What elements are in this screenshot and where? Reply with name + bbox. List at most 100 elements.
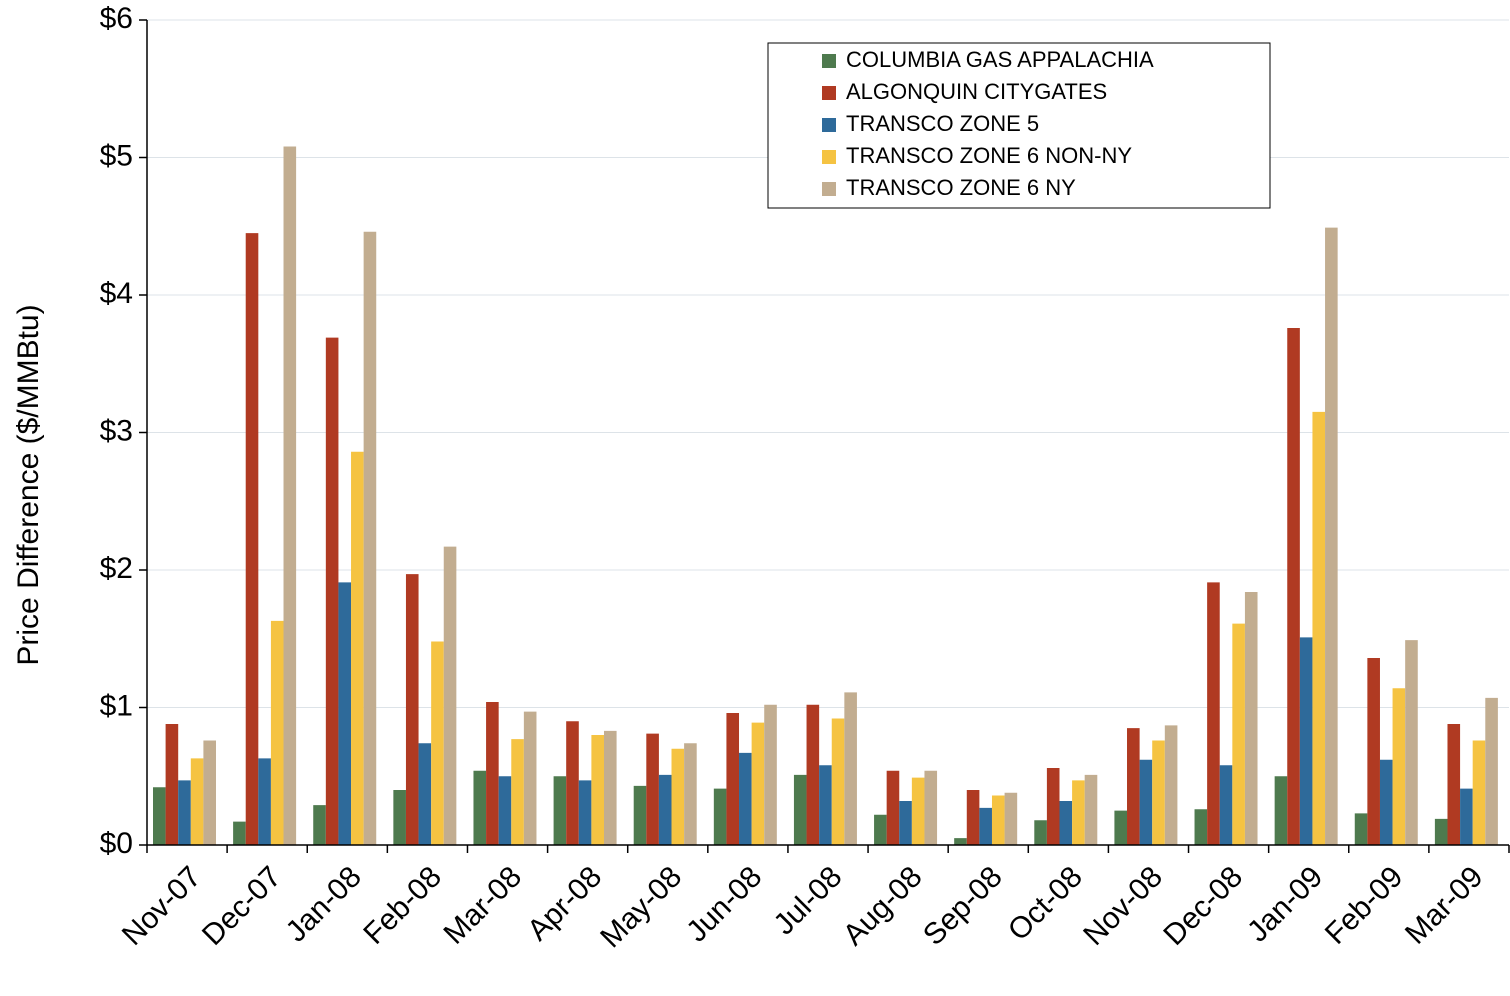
bar [153, 787, 166, 845]
bar [1392, 688, 1406, 845]
y-axis-label: Price Difference ($/MMBtu) [12, 304, 45, 665]
x-tick-label: Jun-08 [680, 860, 768, 948]
bar [203, 740, 216, 845]
bar [1485, 697, 1498, 845]
x-tick-label: May-08 [594, 860, 688, 954]
legend-swatch [822, 54, 836, 68]
x-tick-label: Oct-08 [1002, 860, 1089, 947]
bar [1152, 740, 1165, 845]
bar [498, 776, 512, 845]
bar [325, 337, 339, 845]
bar [899, 801, 912, 845]
bar [831, 718, 845, 845]
bar [671, 748, 685, 845]
bar [1219, 765, 1233, 845]
x-tick-label: Feb-08 [357, 860, 448, 951]
bar [1379, 759, 1393, 845]
x-tick-label: Aug-08 [837, 860, 929, 952]
x-tick-label: Nov-08 [1077, 860, 1169, 952]
bar [523, 711, 537, 845]
bar [1434, 818, 1448, 845]
legend-swatch [822, 182, 836, 196]
legend-label: TRANSCO ZONE 6 NON-NY [846, 143, 1132, 168]
bar [283, 146, 297, 845]
x-tick-label: Mar-08 [438, 860, 529, 951]
bar [1046, 768, 1060, 845]
bar [553, 776, 567, 845]
bar [793, 774, 807, 845]
legend: COLUMBIA GAS APPALACHIA ALGONQUIN CITYGAT… [767, 42, 1271, 209]
legend-label: COLUMBIA GAS APPALACHIA [846, 47, 1154, 72]
x-tick-label: Apr-08 [521, 860, 608, 947]
x-tick-label: Mar-09 [1399, 860, 1490, 951]
bar [190, 758, 204, 845]
bar [1405, 640, 1418, 845]
bar [405, 574, 419, 845]
legend-label: TRANSCO ZONE 6 NY [846, 175, 1076, 200]
bar [844, 692, 857, 845]
bar [486, 702, 499, 845]
bar [258, 758, 271, 845]
bar [954, 838, 967, 845]
bar [806, 704, 820, 845]
bar [1194, 809, 1208, 845]
bar [713, 788, 727, 845]
y-tick-label: $6 [100, 2, 133, 35]
bar [443, 546, 457, 845]
bar [578, 780, 592, 845]
bar [911, 777, 925, 845]
bar [1232, 623, 1245, 845]
bar [1354, 813, 1368, 845]
bar [1084, 774, 1098, 845]
bar [726, 713, 740, 845]
x-tick-label: Sep-08 [917, 860, 1009, 952]
bar [511, 739, 524, 845]
bar [819, 765, 832, 845]
bar [1034, 820, 1047, 845]
bar [1472, 740, 1486, 845]
bar [1287, 328, 1300, 845]
bar [1114, 810, 1128, 845]
y-tick-label: $4 [100, 277, 133, 310]
bar [1127, 728, 1140, 845]
bar [1059, 801, 1073, 845]
bar [633, 785, 647, 845]
legend-label: ALGONQUIN CITYGATES [846, 79, 1107, 104]
bar [270, 620, 284, 845]
bar [351, 451, 364, 845]
bar [338, 582, 352, 845]
bar [165, 724, 179, 845]
bar [418, 743, 432, 845]
bar [603, 730, 617, 845]
x-tick-label: Feb-09 [1319, 860, 1410, 951]
bar [233, 821, 246, 845]
bar [1072, 780, 1085, 845]
y-tick-label: $2 [100, 552, 133, 585]
bar [1274, 776, 1288, 845]
bar [1299, 637, 1313, 845]
bar [1207, 582, 1220, 845]
bar [1312, 411, 1326, 845]
bar [886, 770, 900, 845]
bar [658, 774, 672, 845]
bar [363, 231, 377, 845]
bar [178, 780, 191, 845]
bar [1325, 227, 1338, 845]
bar [684, 743, 697, 845]
x-tick-label: Dec-08 [1157, 860, 1249, 952]
legend-label: TRANSCO ZONE 5 [846, 111, 1039, 136]
bar [566, 721, 579, 845]
bar [1447, 724, 1461, 845]
x-tick-label: Nov-07 [116, 860, 208, 952]
y-tick-label: $1 [100, 689, 133, 722]
bar [979, 807, 992, 845]
bar [646, 733, 659, 845]
legend-swatch [822, 86, 836, 100]
legend-box [767, 42, 1271, 209]
bar [473, 770, 487, 845]
x-tick-label: Dec-07 [196, 860, 288, 952]
bar [313, 805, 326, 845]
bar [245, 233, 259, 845]
y-tick-label: $3 [100, 414, 133, 447]
